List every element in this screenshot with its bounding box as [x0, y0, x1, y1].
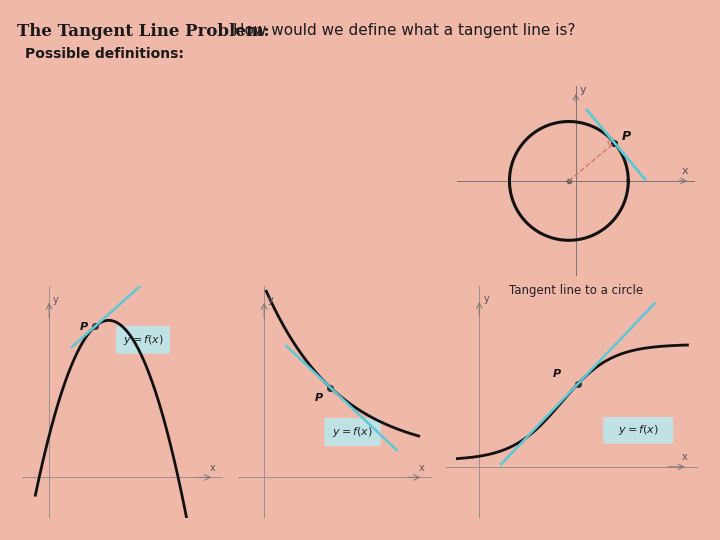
FancyBboxPatch shape	[324, 418, 381, 446]
Text: Possible definitions:: Possible definitions:	[24, 46, 184, 60]
Text: $y = f(x)$: $y = f(x)$	[332, 425, 373, 439]
FancyBboxPatch shape	[116, 326, 170, 354]
Text: P: P	[621, 130, 631, 143]
Text: How would we define what a tangent line is?: How would we define what a tangent line …	[233, 23, 575, 38]
Text: P: P	[553, 369, 562, 380]
Text: P: P	[80, 322, 89, 332]
Text: x: x	[682, 453, 688, 462]
Text: $y = f(x)$: $y = f(x)$	[618, 423, 659, 437]
Text: y: y	[268, 295, 274, 305]
FancyBboxPatch shape	[603, 417, 673, 443]
Text: x: x	[419, 463, 425, 472]
Text: y: y	[580, 85, 587, 95]
Text: y: y	[53, 295, 58, 305]
Text: x: x	[210, 463, 215, 472]
Text: The Tangent Line Problem:: The Tangent Line Problem:	[17, 23, 269, 40]
Text: Tangent line to a circle: Tangent line to a circle	[509, 284, 643, 296]
Text: P: P	[315, 393, 323, 403]
Text: x: x	[682, 166, 688, 176]
Text: y: y	[484, 294, 490, 305]
Text: $y = f(x)$: $y = f(x)$	[122, 333, 163, 347]
